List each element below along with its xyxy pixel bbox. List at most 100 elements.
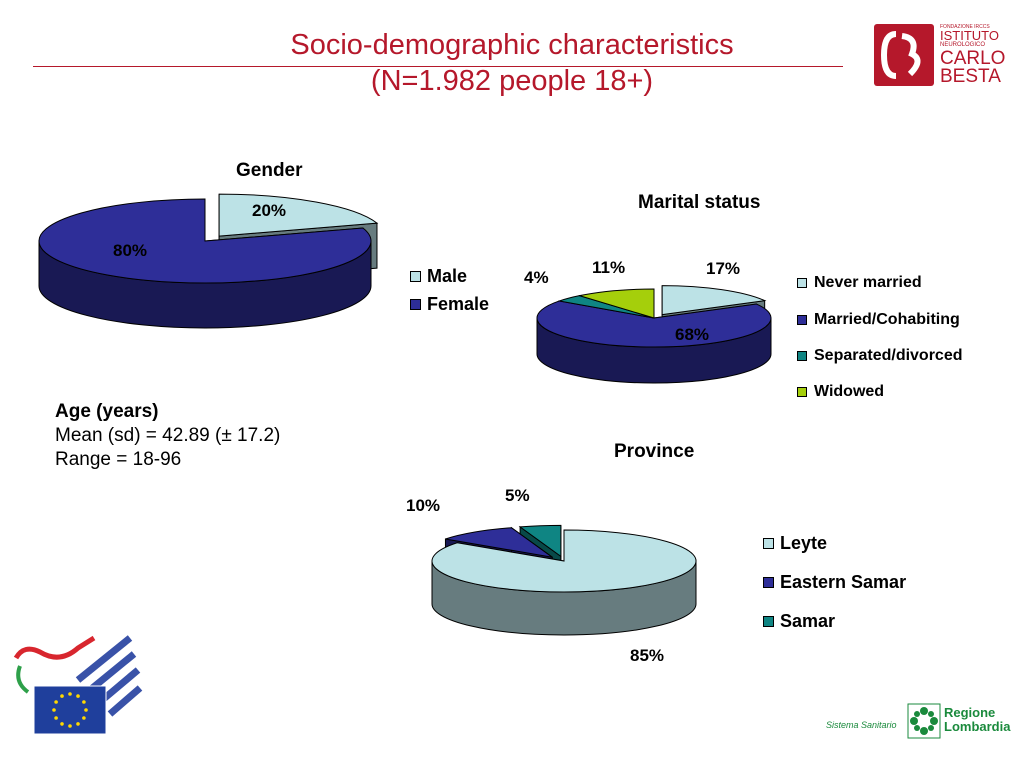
- legend-label-female: Female: [427, 293, 490, 314]
- legend-item-separated: Separated/divorced: [797, 338, 963, 374]
- legend-swatch-leyte: [763, 538, 774, 549]
- eu-star-icon: [68, 692, 72, 696]
- eu-star-icon: [52, 708, 56, 712]
- data-label-married: 68%: [675, 325, 710, 344]
- chart-title-province: Province: [614, 441, 695, 462]
- legend-label-samar: Samar: [780, 611, 836, 631]
- besta-small-line-1: FONDAZIONE IRCCS: [940, 24, 990, 30]
- pie-slice-marital-widowed: [578, 289, 655, 355]
- chart-title-gender: Gender: [236, 160, 303, 181]
- besta-logo-mark: [874, 24, 934, 86]
- pie-cut-face: [558, 300, 655, 355]
- pie-cut-face: [558, 300, 655, 355]
- pie-top-marital-never-married: [661, 285, 767, 316]
- legend-swatch-never-married: [797, 277, 807, 288]
- eu-star-icon: [54, 716, 58, 720]
- data-label-male: 20%: [252, 201, 287, 220]
- legend-label-married: Married/Cohabiting: [814, 310, 960, 328]
- besta-logo: FONDAZIONE IRCCS ISTITUTO NEUROLOGICO CA…: [874, 24, 1005, 88]
- pie-cut-face: [519, 525, 562, 601]
- pie-cut-face: [578, 294, 655, 355]
- besta-word-besta: BESTA: [940, 66, 1001, 87]
- regione-line-1: Regione: [944, 705, 996, 720]
- pie-slice-province-eastern-samar: [444, 526, 553, 602]
- pie-cut-face: [444, 538, 553, 601]
- legend-swatch-eastern-samar: [763, 577, 774, 588]
- slide-title: Socio-demographic characteristics (N=1.9…: [0, 27, 1024, 99]
- pie-top-marital-widowed: [579, 288, 655, 319]
- data-label-never-married: 17%: [706, 259, 741, 278]
- legend-swatch-samar: [763, 616, 774, 627]
- legend-swatch-male: [410, 270, 421, 282]
- pie-side-wall: [536, 317, 772, 384]
- legend-province: Leyte Eastern Samar Samar: [763, 524, 906, 641]
- data-label-separated: 4%: [524, 268, 549, 287]
- data-label-samar: 5%: [505, 486, 530, 505]
- title-line-2: (N=1.982 people 18+): [370, 65, 654, 97]
- age-range: Range = 18-96: [55, 449, 182, 470]
- legend-swatch-separated: [797, 351, 807, 361]
- regione-rose-icon: [907, 703, 941, 739]
- pie-top-province-samar: [518, 524, 562, 558]
- pie-cut-face: [456, 542, 565, 605]
- pie-slice-gender-male: [218, 194, 378, 282]
- pie-cut-face: [204, 227, 364, 287]
- eu-star-icon: [76, 722, 80, 726]
- eu-logo-graphic: [13, 635, 143, 735]
- pie-top-province-leyte: [431, 529, 697, 593]
- legend-label-leyte: Leyte: [780, 533, 828, 553]
- legend-item-male: Male: [410, 264, 489, 288]
- pie-side-wall: [431, 560, 697, 636]
- pie-top-gender-male: [218, 193, 379, 237]
- title-divider: [33, 66, 843, 67]
- legend-swatch-married: [797, 314, 807, 325]
- eu-star-icon: [76, 694, 80, 698]
- age-mean: Mean (sd) = 42.89 (± 17.2): [55, 425, 281, 446]
- title-line-1: Socio-demographic characteristics: [290, 29, 734, 61]
- legend-item-eastern-samar: Eastern Samar: [763, 563, 906, 602]
- age-heading: Age (years): [55, 401, 159, 422]
- pie-cut-face: [218, 222, 378, 282]
- legend-item-leyte: Leyte: [763, 524, 906, 563]
- legend-gender: Male Female: [410, 264, 489, 320]
- regione-line-2: Lombardia: [944, 719, 1011, 734]
- legend-label-male: Male: [427, 265, 468, 286]
- besta-word-istituto: ISTITUTO: [940, 28, 999, 43]
- eu-star-icon: [54, 700, 58, 704]
- legend-marital: Never married Married/Cohabiting Separat…: [797, 264, 963, 410]
- legend-label-eastern-samar: Eastern Samar: [780, 572, 907, 592]
- data-label-eastern-samar: 10%: [406, 496, 441, 515]
- pie-slice-province-samar: [519, 525, 562, 601]
- pie-top-gender-female: [38, 198, 372, 284]
- besta-small-line-2: NEUROLOGICO: [940, 42, 986, 48]
- data-label-widowed: 11%: [592, 258, 626, 277]
- legend-item-female: Female: [410, 288, 489, 320]
- legend-item-widowed: Widowed: [797, 374, 963, 410]
- legend-label-separated: Separated/divorced: [814, 347, 963, 364]
- legend-item-samar: Samar: [763, 602, 906, 641]
- legend-label-never-married: Never married: [814, 273, 922, 291]
- pie-slice-marital-separated-divorced: [558, 294, 655, 355]
- chart-title-marital: Marital status: [638, 192, 761, 213]
- eu-star-icon: [82, 700, 86, 704]
- pie-slice-marital-married-cohabiting: [536, 300, 772, 384]
- pie-side-wall: [38, 240, 372, 329]
- regione-left-text: Sistema Sanitario: [826, 720, 897, 730]
- pie-cut-face: [510, 526, 553, 602]
- legend-item-married: Married/Cohabiting: [797, 301, 963, 338]
- legend-item-never-married: Never married: [797, 264, 963, 301]
- pie-slice-province-leyte: [431, 530, 697, 636]
- legend-swatch-female: [410, 298, 421, 310]
- eu-star-icon: [82, 716, 86, 720]
- pie-slice-gender-female: [38, 199, 372, 329]
- age-summary: Age (years) Mean (sd) = 42.89 (± 17.2) R…: [55, 400, 280, 472]
- legend-label-widowed: Widowed: [814, 383, 885, 400]
- eu-logo: [12, 630, 147, 740]
- data-label-leyte: 85%: [630, 646, 665, 665]
- eu-star-icon: [60, 722, 64, 726]
- pie-top-province-eastern-samar: [445, 527, 553, 558]
- legend-swatch-widowed: [797, 387, 807, 397]
- data-label-female: 80%: [113, 241, 148, 260]
- eu-star-icon: [84, 708, 88, 712]
- eu-star-icon: [60, 694, 64, 698]
